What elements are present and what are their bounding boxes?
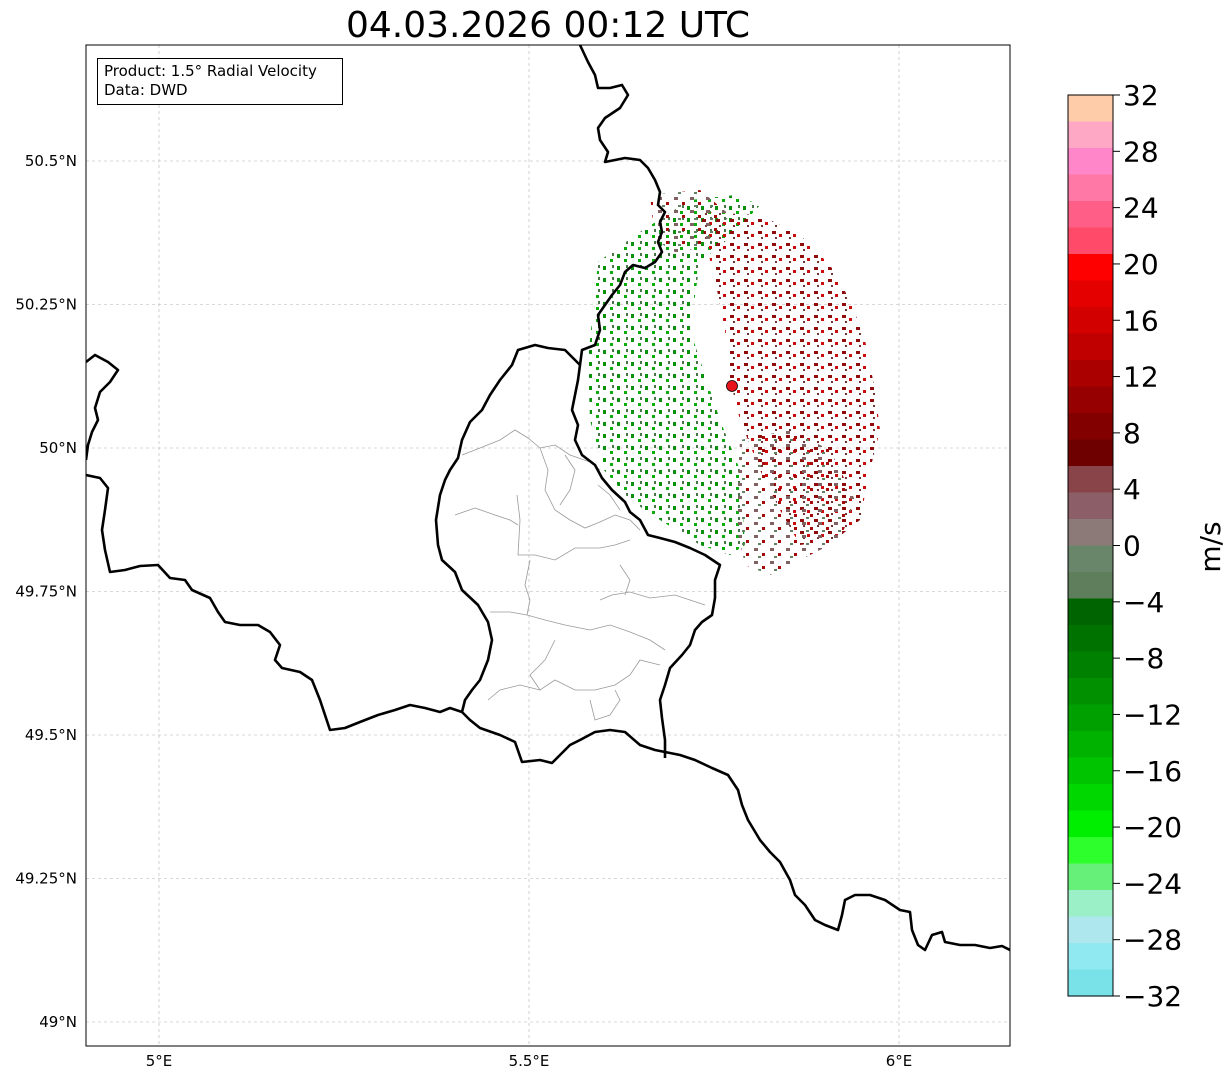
- radar-site-marker: [726, 380, 738, 392]
- radar-echo-field: [588, 190, 880, 575]
- colorbar-segment: [1068, 837, 1113, 865]
- north-mixed-echoes: [650, 190, 730, 255]
- colorbar-segment: [1068, 572, 1113, 600]
- colorbar-tick-label: −20: [1123, 811, 1182, 844]
- colorbar-segment: [1068, 254, 1113, 282]
- colorbar-segment: [1068, 201, 1113, 229]
- colorbar-segment: [1068, 174, 1113, 202]
- admin-boundaries: [454, 429, 706, 721]
- lat-tick-label: 49.5°N: [25, 726, 77, 744]
- colorbar-segment: [1068, 360, 1113, 388]
- colorbar-ticks: 32 28 24 20 16 12 8 4 0 −4 −8 −12 −16 −20 −24 −28 −32: [1113, 79, 1182, 1013]
- lon-tick-label: 6°E: [886, 1052, 913, 1070]
- colorbar-segment: [1068, 943, 1113, 971]
- colorbar-segment: [1068, 863, 1113, 891]
- colorbar-tick-label: 32: [1123, 79, 1159, 112]
- colorbar-segment: [1068, 307, 1113, 335]
- colorbar-tick-label: −4: [1123, 586, 1164, 619]
- colorbar-segment: [1068, 121, 1113, 149]
- lon-tick-label: 5.5°E: [509, 1052, 550, 1070]
- colorbar-segment: [1068, 704, 1113, 732]
- colorbar-segment: [1068, 625, 1113, 653]
- lat-tick-label: 50.5°N: [25, 152, 77, 170]
- colorbar-segment: [1068, 227, 1113, 255]
- info-box: Product: 1.5° Radial Velocity Data: DWD: [97, 58, 343, 105]
- map-title: 04.03.2026 00:12 UTC: [345, 5, 751, 46]
- colorbar-segment: [1068, 439, 1113, 467]
- colorbar-segment: [1068, 678, 1113, 706]
- colorbar-segment: [1068, 757, 1113, 785]
- colorbar-tick-label: 20: [1123, 248, 1159, 281]
- near-zero-velocity-echoes: [735, 430, 855, 575]
- product-label: Product: 1.5° Radial Velocity: [104, 62, 317, 80]
- colorbar-segment: [1068, 413, 1113, 441]
- colorbar-segment: [1068, 784, 1113, 812]
- map-frame: [85, 44, 1011, 1047]
- colorbar-tick-label: 4: [1123, 473, 1141, 506]
- colorbar-segment: [1068, 492, 1113, 520]
- colorbar-segment: [1068, 969, 1113, 997]
- map-background: [86, 45, 1010, 1046]
- lat-tick-label: 49.25°N: [15, 870, 77, 888]
- colorbar-segment: [1068, 148, 1113, 176]
- lat-tick-label: 50.25°N: [15, 296, 77, 314]
- colorbar-tick-label: −8: [1123, 642, 1164, 675]
- colorbar-tick-label: 28: [1123, 135, 1159, 168]
- lat-tick-label: 49.75°N: [15, 583, 77, 601]
- colorbar-unit-label: m/s: [1194, 521, 1225, 572]
- colorbar-tick-label: 8: [1123, 417, 1141, 450]
- colorbar-tick-label: −28: [1123, 924, 1182, 957]
- colorbar-segment: [1068, 280, 1113, 308]
- colorbar-segment: [1068, 810, 1113, 838]
- colorbar-segment: [1068, 731, 1113, 759]
- colorbar-segment: [1068, 95, 1113, 123]
- colorbar-segment: [1068, 916, 1113, 944]
- longitude-tick-labels: 5°E5.5°E6°E6.5°E7°E: [146, 1052, 913, 1070]
- inbound-velocity-echoes: [588, 195, 760, 555]
- colorbar-tick-label: −32: [1123, 980, 1182, 1013]
- colorbar-tick-label: 12: [1123, 361, 1159, 394]
- colorbar-tick-label: −24: [1123, 867, 1182, 900]
- national-borders: [86, 45, 1010, 952]
- colorbar: 32 28 24 20 16 12 8 4 0 −4 −8 −12 −16 −20 −24 −28 −32 m/…: [1067, 79, 1225, 1013]
- lon-tick-label: 5°E: [146, 1052, 173, 1070]
- colorbar-segment: [1068, 466, 1113, 494]
- colorbar-segment: [1068, 651, 1113, 679]
- colorbar-segment: [1068, 598, 1113, 626]
- latitude-tick-labels: 50.5°N 50.25°N 50°N 49.75°N 49.5°N 49.25°N 49°…: [15, 152, 77, 1031]
- map-features: [86, 45, 1010, 952]
- colorbar-segment: [1068, 545, 1113, 573]
- colorbar-segment: [1068, 890, 1113, 918]
- colorbar-tick-label: 24: [1123, 192, 1159, 225]
- colorbar-segments: [1068, 95, 1113, 997]
- colorbar-segment: [1068, 386, 1113, 414]
- colorbar-tick-label: −16: [1123, 755, 1182, 788]
- lat-tick-label: 50°N: [39, 439, 77, 457]
- lat-tick-label: 49°N: [39, 1013, 77, 1031]
- colorbar-segment: [1068, 519, 1113, 547]
- colorbar-tick-label: −12: [1123, 698, 1182, 731]
- colorbar-tick-label: 0: [1123, 530, 1141, 563]
- data-source-label: Data: DWD: [104, 81, 188, 99]
- colorbar-segment: [1068, 333, 1113, 361]
- colorbar-tick-label: 16: [1123, 304, 1159, 337]
